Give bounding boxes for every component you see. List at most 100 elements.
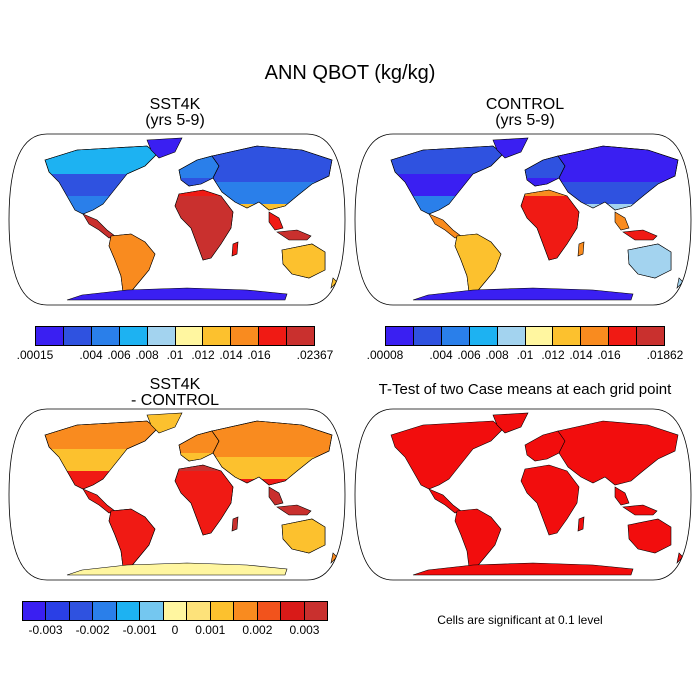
colorbar-diff-tick-label: 0.002 xyxy=(242,623,273,637)
landmass-greenland xyxy=(146,412,183,434)
colorbar-sst4k-swatch xyxy=(91,327,120,345)
landmass-seAsia xyxy=(614,486,630,506)
colorbar-sst4k-tick-label: .02367 xyxy=(296,348,334,362)
panel-title-sst4k-line1: SST4K xyxy=(149,96,201,113)
landmass-indonesia xyxy=(276,504,312,516)
colorbar-control-swatch xyxy=(413,327,442,345)
colorbar-control-tick-label: .012 xyxy=(541,348,565,362)
colorbar-diff-tick-label: 0.003 xyxy=(289,623,320,637)
colorbar-diff xyxy=(22,601,328,621)
colorbar-sst4k-swatch xyxy=(175,327,204,345)
coastline xyxy=(44,420,158,490)
landmass-indonesia xyxy=(276,229,312,241)
colorbar-diff-swatch xyxy=(23,602,47,620)
colorbar-sst4k-tick-label: .008 xyxy=(135,348,159,362)
map-border xyxy=(8,408,346,581)
colorbar-control-tick-label: .00008 xyxy=(366,348,404,362)
coastline xyxy=(44,145,158,215)
contour-band xyxy=(212,204,332,210)
landmass-newzealand xyxy=(330,552,338,564)
map-border xyxy=(354,133,692,306)
significance-note: Cells are significant at 0.1 level xyxy=(437,613,603,627)
colorbar-sst4k-tick-label: .016 xyxy=(247,348,271,362)
landmass-northAmerica xyxy=(390,420,504,490)
contour-band xyxy=(179,453,219,461)
colorbar-diff-swatch xyxy=(163,602,188,620)
colorbar-control-swatch xyxy=(441,327,470,345)
map-border xyxy=(8,133,346,306)
panel-title-sst4k: SST4K (yrs 5-9) xyxy=(55,97,295,129)
colorbar-diff-swatch xyxy=(210,602,235,620)
coastline xyxy=(390,145,504,215)
colorbar-diff-swatch xyxy=(304,602,328,620)
landmass-madagascar xyxy=(231,516,239,532)
landmass-madagascar xyxy=(577,516,585,532)
colorbar-sst4k-tick-label: .014 xyxy=(219,348,243,362)
contour-band xyxy=(179,178,219,186)
coastline xyxy=(108,508,156,570)
colorbar-diff-tick-label: -0.002 xyxy=(75,623,110,637)
colorbar-diff-labels: -0.003 -0.002 -0.001 0 0.001 0.002 0.003 xyxy=(22,623,328,639)
colorbar-sst4k xyxy=(35,326,315,346)
landmass-australia xyxy=(627,518,672,554)
colorbar-diff-swatch xyxy=(140,602,164,620)
landmass-newzealand xyxy=(676,552,684,564)
panel-title-diff: SST4K - CONTROL xyxy=(55,377,295,409)
panel-title-sst4k-line2: (yrs 5-9) xyxy=(145,112,205,129)
colorbar-control-tick-label: .01 xyxy=(516,348,534,362)
colorbar-diff-swatch xyxy=(187,602,211,620)
colorbar-sst4k-swatch xyxy=(231,327,260,345)
colorbar-sst4k-swatch xyxy=(259,327,288,345)
colorbar-sst4k-swatch xyxy=(147,327,176,345)
landmass-asia xyxy=(557,420,679,486)
colorbar-control-tick-label: .006 xyxy=(457,348,481,362)
colorbar-diff-swatch xyxy=(257,602,282,620)
colorbar-control xyxy=(385,326,665,346)
landmass-newzealand xyxy=(330,277,338,289)
colorbar-control-swatch xyxy=(497,327,526,345)
coastline xyxy=(108,233,156,295)
landmass-southAmerica xyxy=(454,508,502,570)
coastline xyxy=(174,189,234,261)
colorbar-control-tick-label: .014 xyxy=(569,348,593,362)
contour-band xyxy=(525,178,565,186)
landmass-seAsia xyxy=(268,486,284,506)
landmass-centralAmerica xyxy=(82,213,116,239)
colorbar-sst4k-swatch xyxy=(36,327,64,345)
landmass-centralAmerica xyxy=(428,488,462,514)
landmass-seAsia xyxy=(614,211,630,231)
colorbar-sst4k-tick-label: .012 xyxy=(191,348,215,362)
coastline xyxy=(281,518,326,554)
coastline xyxy=(211,420,333,486)
landmass-antarctica xyxy=(412,287,634,301)
colorbar-sst4k-labels: .00015 .004 .006 .008 .01 .012 .014 .016 .02367 xyxy=(17,348,334,364)
colorbar-control-swatch xyxy=(581,327,610,345)
landmass-greenland xyxy=(146,137,183,159)
colorbar-sst4k-swatch xyxy=(203,327,232,345)
landmass-indonesia xyxy=(622,229,658,241)
panel-title-control-line2: (yrs 5-9) xyxy=(495,112,555,129)
map-ttest xyxy=(354,408,692,581)
landmass-centralAmerica xyxy=(82,488,116,514)
colorbar-diff-tick-label: 0 xyxy=(171,623,179,637)
landmass-centralAmerica xyxy=(428,213,462,239)
contour-band xyxy=(282,244,325,278)
colorbar-sst4k-swatch xyxy=(287,327,315,345)
figure-title: ANN QBOT (kg/kg) xyxy=(264,62,436,84)
colorbar-control-labels: .00008 .004 .006 .008 .01 .012 .014 .016 .01862 xyxy=(367,348,684,364)
panel-title-ttest: T-Test of two Case means at each grid po… xyxy=(378,381,672,398)
colorbar-control-swatch xyxy=(525,327,554,345)
colorbar-control-swatch xyxy=(553,327,582,345)
contour-band xyxy=(558,204,678,210)
coastline xyxy=(557,145,679,211)
panel-title-control-line1: CONTROL xyxy=(485,96,565,113)
landmass-antarctica xyxy=(412,562,634,576)
colorbar-sst4k-tick-label: .01 xyxy=(166,348,184,362)
panel-title-control: CONTROL (yrs 5-9) xyxy=(405,97,645,129)
coastline xyxy=(174,464,234,536)
map-border xyxy=(354,408,692,581)
colorbar-diff-tick-label: -0.003 xyxy=(28,623,63,637)
map-diff xyxy=(8,408,346,581)
landmass-madagascar xyxy=(231,241,239,257)
landmass-newzealand xyxy=(676,277,684,289)
